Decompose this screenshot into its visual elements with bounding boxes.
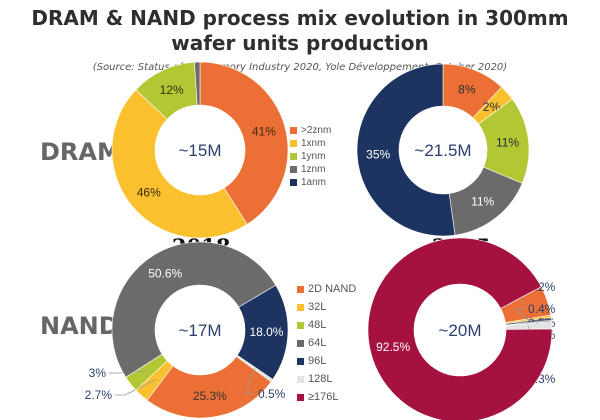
slice-176l: [367, 237, 553, 420]
data-label: 2.7%: [85, 388, 113, 402]
legend-swatch: [297, 303, 304, 311]
data-label: 2%: [483, 100, 501, 114]
center-label: ~20M: [439, 321, 482, 340]
slice-1znm: [194, 61, 201, 106]
slice-1xnm: [111, 89, 248, 239]
donut-dram-2025: 8% 2% 11% 11% 35% ~21.5M: [356, 63, 530, 237]
slice-2dnand: [146, 356, 272, 419]
legend-item: 128L: [297, 370, 356, 388]
slice-64l: [111, 241, 277, 378]
legend-dram: >2znm 1xnm 1ynm 1znm 1anm: [290, 124, 331, 189]
legend-swatch: [297, 321, 304, 329]
donut-nand-2018: 25.3% 2.7% 3% 50.6% 18.0% 0.5% ~17M: [85, 241, 289, 419]
data-label: 35%: [366, 148, 390, 162]
legend-swatch: [290, 140, 297, 147]
legend-swatch: [290, 166, 297, 173]
legend-label: 1ynm: [301, 151, 326, 162]
row-label-nand: NAND: [40, 312, 119, 340]
leader-line: [513, 308, 529, 321]
row-label-dram: DRAM: [40, 138, 121, 166]
center-label: ~17M: [179, 321, 222, 340]
chart-subtitle: (Source: Status of the Memory Industry 2…: [92, 62, 508, 73]
legend-swatch: [297, 285, 304, 293]
legend-item: 1xnm: [290, 137, 331, 150]
slice-2znm: [199, 61, 289, 225]
legend-item: 2D NAND: [297, 280, 356, 298]
data-label: 25.3%: [193, 389, 227, 403]
legend-label: 2D NAND: [308, 283, 357, 295]
legend-item: 48L: [297, 316, 356, 334]
legend-label: >2znm: [301, 125, 332, 136]
data-label: 12%: [160, 83, 184, 97]
data-label: 18.0%: [249, 325, 283, 339]
center-label: ~21.5M: [414, 141, 471, 160]
data-label: 46%: [137, 185, 161, 199]
legend-item: 1ynm: [290, 150, 331, 163]
legend-label: 96L: [308, 355, 327, 367]
legend-label: 128L: [308, 373, 333, 385]
legend-label: 1anm: [301, 177, 327, 188]
legend-swatch: [290, 127, 297, 134]
slice-1anm: [356, 63, 456, 237]
donut-nand-2025: 5.2%0.4%0.5%0.2%1.3%92.5%~20M: [367, 237, 556, 420]
data-label: 50.6%: [148, 266, 182, 280]
legend-swatch: [297, 357, 304, 365]
data-label: 8%: [458, 83, 476, 97]
legend-label: 64L: [308, 337, 327, 349]
data-label: 3%: [89, 366, 107, 380]
legend-label: ≥176L: [308, 391, 339, 403]
leader-line: [244, 368, 255, 395]
legend-label: 48L: [308, 319, 327, 331]
data-label: 41%: [252, 124, 276, 138]
legend-item: ≥176L: [297, 388, 356, 406]
data-label: 11%: [471, 194, 494, 208]
legend-nand: 2D NAND 32L 48L 64L 96L 128L ≥176L: [297, 280, 356, 406]
legend-label: 32L: [308, 301, 327, 313]
legend-item: 32L: [297, 298, 356, 316]
legend-swatch: [297, 339, 304, 347]
data-label: 92.5%: [376, 340, 410, 354]
data-label: 0.4%: [528, 302, 556, 316]
chart-title: DRAM & NAND process mix evolution in 300…: [31, 6, 569, 55]
leader-line: [115, 379, 156, 396]
donut-dram-2018: 41% 46% 12% ~15M: [111, 61, 289, 239]
legend-label: 1znm: [301, 164, 326, 175]
legend-item: 1anm: [290, 176, 331, 189]
legend-swatch: [297, 393, 304, 401]
legend-swatch: [297, 375, 304, 383]
legend-item: 64L: [297, 334, 356, 352]
legend-item: >2znm: [290, 124, 331, 137]
data-label: 0.5%: [258, 387, 286, 401]
legend-item: 96L: [297, 352, 356, 370]
legend-item: 1znm: [290, 163, 331, 176]
leader-line: [109, 370, 148, 374]
legend-label: 1xnm: [301, 138, 326, 149]
data-label: 11%: [496, 135, 519, 149]
leader-line: [514, 321, 529, 324]
center-label: ~15M: [179, 141, 222, 160]
legend-swatch: [290, 153, 297, 160]
legend-swatch: [290, 179, 297, 186]
